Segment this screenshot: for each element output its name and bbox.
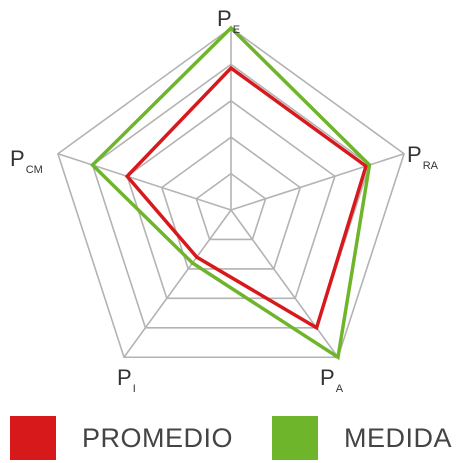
axis-label-main: P xyxy=(10,146,25,171)
axis-label-cm: PCM xyxy=(10,146,43,176)
grid-ring-4 xyxy=(91,63,371,329)
axis-label-i: PI xyxy=(117,365,136,395)
grid-spoke-3 xyxy=(123,209,232,358)
axis-label-main: P xyxy=(320,365,335,390)
grid-spoke-4 xyxy=(57,152,232,211)
axis-label-sub: A xyxy=(336,383,344,395)
axis-label-sub: E xyxy=(233,24,240,36)
series-medida xyxy=(90,25,372,361)
legend-swatch-promedio xyxy=(10,416,56,460)
grid-ring-1 xyxy=(195,172,267,241)
legend-label-medida: MEDIDA xyxy=(344,422,453,453)
axis-label-ra: PRA xyxy=(407,142,439,172)
legend-item-medida: MEDIDA xyxy=(272,416,452,460)
axis-label-sub: CM xyxy=(26,164,43,176)
legend-item-promedio: PROMEDIO xyxy=(10,416,233,460)
grid-ring-5 xyxy=(56,27,406,359)
legend-label-promedio: PROMEDIO xyxy=(82,422,234,453)
grid-spoke-1 xyxy=(230,152,405,211)
radar-grid xyxy=(56,27,406,359)
axis-label-main: P xyxy=(217,6,232,31)
grid-ring-3 xyxy=(126,99,336,300)
radar-series xyxy=(90,25,372,361)
grid-ring-2 xyxy=(160,136,302,270)
axis-label-sub: I xyxy=(133,383,136,395)
axis-label-main: P xyxy=(407,142,422,167)
legend-swatch-medida xyxy=(272,416,318,460)
legend: PROMEDIO MEDIDA xyxy=(0,416,456,460)
axis-label-sub: RA xyxy=(423,160,439,172)
axis-label-a: PA xyxy=(320,365,344,395)
series-promedio xyxy=(124,65,369,331)
grid-spoke-2 xyxy=(230,209,339,358)
axis-label-e: PE xyxy=(217,6,240,36)
axis-label-main: P xyxy=(117,365,132,390)
